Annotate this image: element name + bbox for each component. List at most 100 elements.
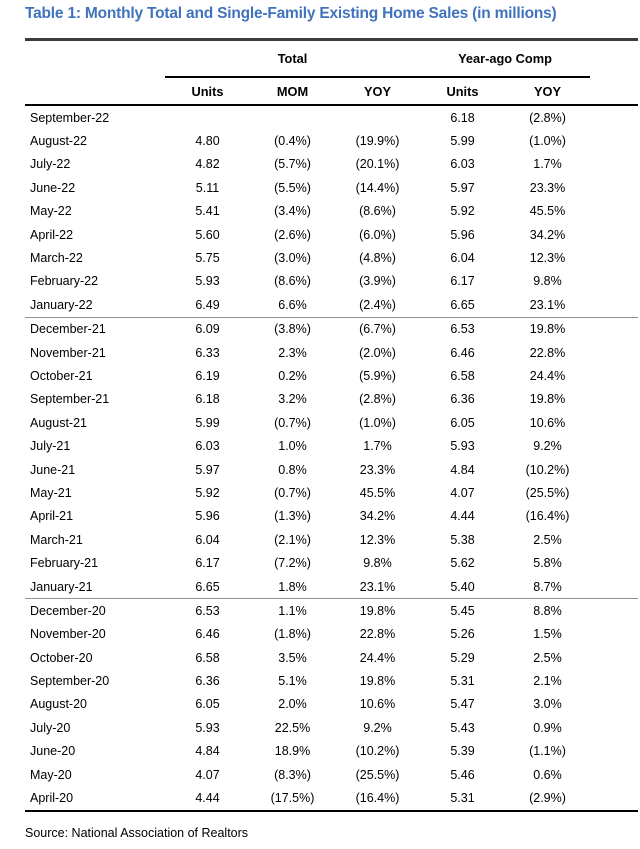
table-row: July-20 5.93 22.5% 9.2% 5.43 0.9%	[25, 716, 638, 739]
row-total-units: 6.49	[165, 293, 250, 318]
table-row: February-22 5.93 (8.6%) (3.9%) 6.17 9.8%	[25, 270, 638, 293]
row-spacer	[590, 763, 638, 786]
row-total-units: 5.93	[195, 274, 220, 289]
row-yearago-units: 5.99	[450, 134, 475, 149]
row-total-mom: 6.6%	[250, 293, 335, 318]
row-total-units: 6.05	[195, 697, 220, 712]
row-total-units: 4.84	[195, 744, 220, 759]
row-yearago-units: 5.31	[450, 674, 475, 689]
row-total-yoy: (6.7%)	[359, 322, 396, 337]
row-yearago-units: 5.46	[450, 767, 475, 782]
row-total-mom: 3.5%	[278, 650, 307, 665]
row-month: March-22	[30, 251, 83, 266]
row-total-yoy: 23.3%	[359, 462, 396, 477]
row-spacer	[590, 505, 638, 528]
row-yearago-units: 6.65	[420, 293, 505, 318]
col-header-total-mom: MOM	[250, 77, 335, 106]
row-spacer	[590, 716, 638, 739]
row-yearago-yoy: 2.1%	[533, 674, 562, 689]
row-yearago-units: 6.03	[450, 157, 475, 172]
group-header-row: Total Year-ago Comp	[25, 39, 638, 78]
table-row: April-22 5.60 (2.6%) (6.0%) 5.96 34.2%	[25, 223, 638, 246]
column-header-row: Units MOM YOY Units YOY	[25, 77, 638, 106]
group-header-spacer	[590, 40, 638, 78]
row-total-units: 6.33	[195, 345, 220, 360]
row-yearago-yoy: (10.2%)	[525, 462, 570, 477]
row-month: September-22	[30, 110, 110, 125]
table-row: April-21 5.96 (1.3%) 34.2% 4.44 (16.4%)	[25, 505, 638, 528]
row-total-yoy: (2.0%)	[359, 345, 396, 360]
row-yearago-units: 6.17	[450, 274, 475, 289]
row-total-mom: 5.1%	[278, 674, 307, 689]
row-total-units: 6.17	[195, 556, 220, 571]
row-spacer	[590, 599, 638, 623]
row-spacer	[590, 411, 638, 434]
row-yearago-yoy: 45.5%	[529, 204, 566, 219]
row-yearago-units: 6.58	[450, 368, 475, 383]
row-total-yoy: 45.5%	[359, 485, 396, 500]
row-spacer	[590, 176, 638, 199]
row-yearago-yoy: 1.7%	[533, 157, 562, 172]
row-month: July-22	[30, 157, 71, 172]
row-total-yoy: 19.8%	[359, 674, 396, 689]
table-row: August-20 6.05 2.0% 10.6% 5.47 3.0%	[25, 693, 638, 716]
row-yearago-yoy: 2.5%	[533, 532, 562, 547]
row-total-yoy: (25.5%)	[355, 767, 400, 782]
row-spacer	[590, 481, 638, 504]
row-total-mom: (5.5%)	[274, 180, 311, 195]
source-note: Source: National Association of Realtors	[25, 826, 249, 840]
table-body: September-22 6.18 (2.8%) August-22 4.80 (0.4%…	[25, 105, 638, 812]
group-header-blank	[25, 40, 165, 78]
table-row: June-20 4.84 18.9% (10.2%) 5.39 (1.1%)	[25, 740, 638, 763]
row-total-mom: (8.3%)	[274, 767, 311, 782]
row-month: August-22	[30, 134, 87, 149]
row-yearago-yoy: 19.8%	[529, 322, 566, 337]
row-total-mom: (5.7%)	[274, 157, 311, 172]
row-spacer	[590, 270, 638, 293]
row-total-mom: (3.8%)	[274, 322, 311, 337]
row-yearago-units: 6.18	[450, 110, 475, 125]
row-total-units: 5.75	[195, 251, 220, 266]
row-yearago-yoy: (1.0%)	[529, 134, 566, 149]
row-spacer	[590, 388, 638, 411]
row-total-yoy: 9.2%	[363, 720, 392, 735]
row-total-yoy: 10.6%	[359, 697, 396, 712]
row-yearago-units: 5.38	[450, 532, 475, 547]
row-yearago-yoy: 2.5%	[533, 650, 562, 665]
row-yearago-yoy: 0.9%	[533, 720, 562, 735]
table-row: August-21 5.99 (0.7%) (1.0%) 6.05 10.6%	[25, 411, 638, 434]
row-yearago-units: 5.97	[450, 180, 475, 195]
row-total-yoy: (16.4%)	[335, 786, 420, 812]
row-month: May-22	[30, 204, 72, 219]
row-yearago-units: 5.26	[450, 627, 475, 642]
home-sales-table: Total Year-ago Comp Units MOM YOY Units …	[25, 38, 638, 812]
row-spacer	[590, 246, 638, 269]
row-spacer	[590, 129, 638, 152]
row-yearago-units: 5.40	[420, 574, 505, 600]
row-total-units: 6.03	[195, 439, 220, 454]
row-spacer	[590, 646, 638, 669]
row-month: April-22	[30, 227, 74, 242]
table-row: May-20 4.07 (8.3%) (25.5%) 5.46 0.6%	[25, 763, 638, 786]
row-yearago-units: 5.31	[420, 786, 505, 812]
row-total-yoy: 34.2%	[359, 509, 396, 524]
row-total-mom: (8.6%)	[274, 274, 311, 289]
row-total-mom: 18.9%	[274, 744, 311, 759]
row-total-yoy: 24.4%	[359, 650, 396, 665]
row-yearago-units: 5.62	[450, 556, 475, 571]
row-total-mom: (1.8%)	[274, 627, 311, 642]
row-yearago-yoy: 23.3%	[529, 180, 566, 195]
row-total-mom	[250, 105, 335, 129]
row-spacer	[590, 669, 638, 692]
row-total-mom: (3.0%)	[274, 251, 311, 266]
row-yearago-units: 5.47	[450, 697, 475, 712]
row-total-units: 6.65	[165, 574, 250, 600]
row-spacer	[590, 528, 638, 551]
table-row: March-21 6.04 (2.1%) 12.3% 5.38 2.5%	[25, 528, 638, 551]
row-total-units: 6.04	[195, 532, 220, 547]
row-spacer	[590, 551, 638, 574]
row-total-mom: 22.5%	[274, 720, 311, 735]
row-total-units: 6.19	[195, 368, 220, 383]
row-month: January-22	[25, 293, 165, 318]
row-total-yoy: (1.0%)	[359, 415, 396, 430]
